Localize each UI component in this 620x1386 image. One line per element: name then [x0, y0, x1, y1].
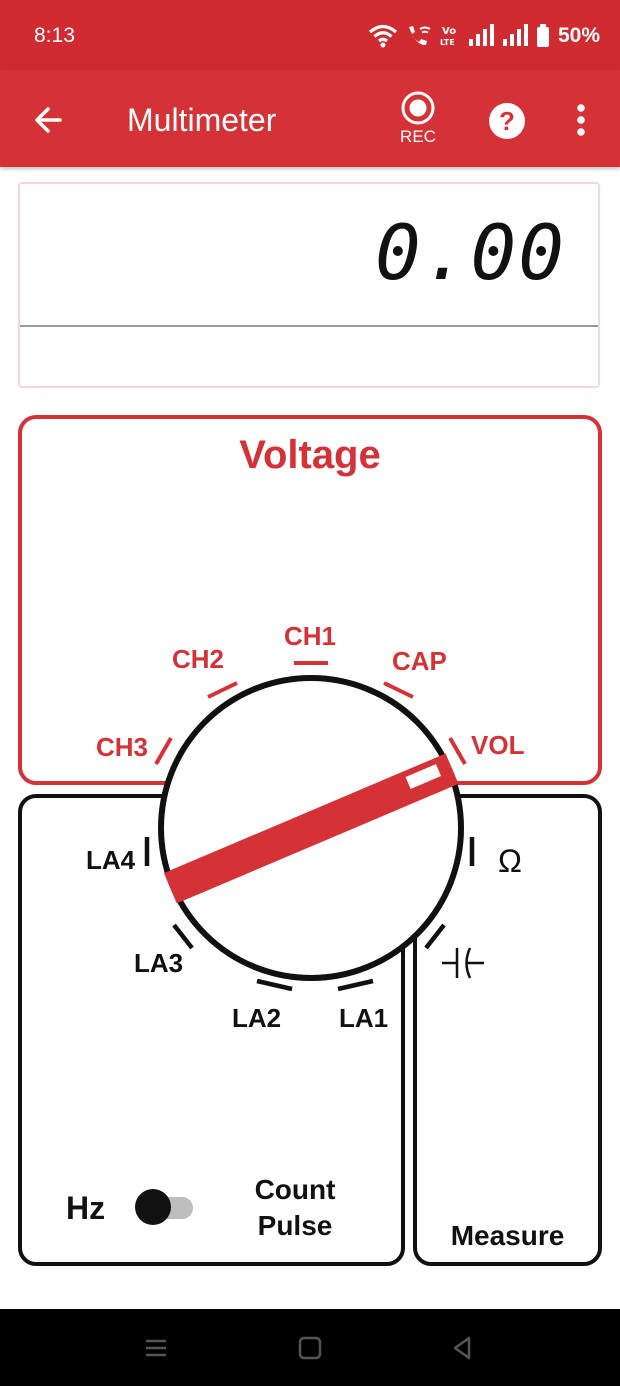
navigation-bar	[0, 1309, 620, 1386]
wifi-calling-icon	[408, 26, 431, 46]
dial-pointer	[405, 764, 442, 789]
battery-percent: 50%	[557, 24, 600, 47]
reading-display: 0.00	[18, 182, 600, 388]
label-la3[interactable]: LA3	[134, 948, 184, 978]
count-pulse-button[interactable]: Count Pulse	[232, 1172, 358, 1244]
label-ch1[interactable]: CH1	[284, 621, 337, 651]
dial-knob[interactable]	[158, 675, 464, 981]
toggle-knob	[135, 1189, 171, 1225]
volte-icon: Vo LTE	[440, 26, 456, 47]
status-icons: Vo LTE 50%	[368, 20, 600, 52]
label-vol[interactable]: VOL	[471, 730, 525, 760]
app-bar: Multimeter REC ?	[0, 70, 620, 167]
label-la1[interactable]: LA1	[339, 1003, 389, 1033]
label-ohm[interactable]: Ω	[498, 843, 522, 879]
more-vert-icon[interactable]	[568, 100, 594, 140]
svg-text:?: ?	[499, 106, 515, 136]
pulse-label: Pulse	[257, 1210, 333, 1241]
signal-icon	[468, 24, 494, 46]
label-la4[interactable]: LA4	[86, 845, 136, 875]
reading-value: 0.00	[374, 208, 566, 297]
hz-label: Hz	[66, 1190, 106, 1226]
record-icon	[401, 91, 435, 125]
record-button[interactable]: REC	[393, 90, 443, 150]
measure-button[interactable]: Measure	[450, 1220, 565, 1251]
label-ch3[interactable]: CH3	[96, 732, 149, 762]
status-bar: 8:13 Vo LTE	[0, 0, 620, 70]
home-icon[interactable]	[295, 1333, 325, 1363]
svg-text:LTE: LTE	[440, 38, 455, 47]
back-arrow-icon[interactable]	[30, 100, 70, 140]
app-title: Multimeter	[127, 102, 277, 138]
svg-text:Vo: Vo	[442, 26, 456, 37]
status-time: 8:13	[34, 24, 75, 47]
label-ch2[interactable]: CH2	[172, 644, 225, 674]
capacitor-icon[interactable]	[442, 947, 484, 979]
count-label: Count	[254, 1174, 336, 1205]
back-icon[interactable]	[447, 1333, 477, 1363]
wifi-icon	[368, 24, 398, 48]
help-icon[interactable]: ?	[488, 102, 526, 140]
label-cap[interactable]: CAP	[392, 646, 447, 676]
signal-icon	[502, 24, 528, 46]
mode-title: Voltage	[239, 433, 381, 477]
recents-icon[interactable]	[141, 1333, 171, 1363]
display-divider	[20, 325, 598, 327]
record-label: REC	[400, 127, 436, 146]
battery-icon	[536, 24, 549, 47]
label-la2[interactable]: LA2	[232, 1003, 282, 1033]
hz-count-toggle[interactable]	[135, 1189, 193, 1225]
